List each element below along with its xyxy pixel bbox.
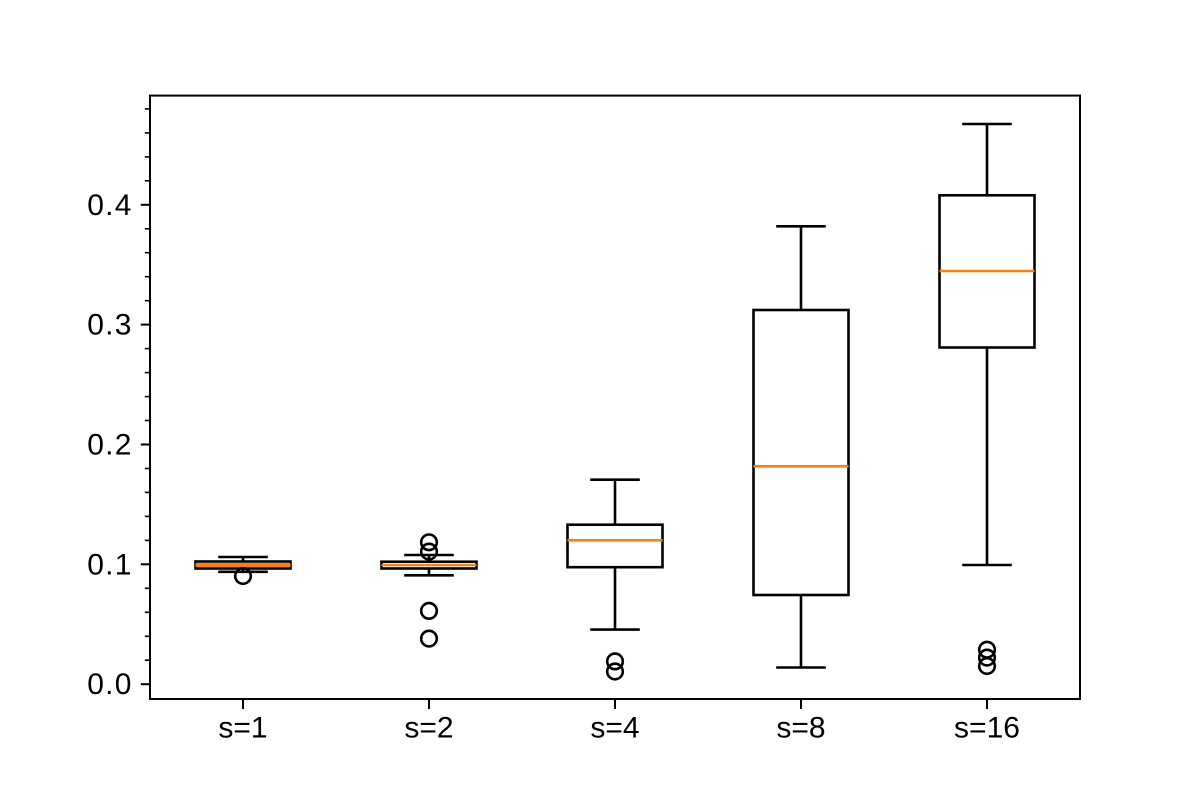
svg-text:0.4: 0.4	[87, 189, 133, 222]
svg-text:0.2: 0.2	[87, 429, 133, 462]
svg-text:s=16: s=16	[954, 712, 1020, 745]
svg-text:s=8: s=8	[776, 712, 825, 745]
svg-text:s=4: s=4	[590, 712, 639, 745]
svg-text:0.0: 0.0	[87, 668, 133, 701]
svg-text:s=1: s=1	[218, 712, 267, 745]
svg-text:0.3: 0.3	[87, 309, 133, 342]
svg-text:s=2: s=2	[404, 712, 453, 745]
svg-text:0.1: 0.1	[87, 548, 133, 581]
